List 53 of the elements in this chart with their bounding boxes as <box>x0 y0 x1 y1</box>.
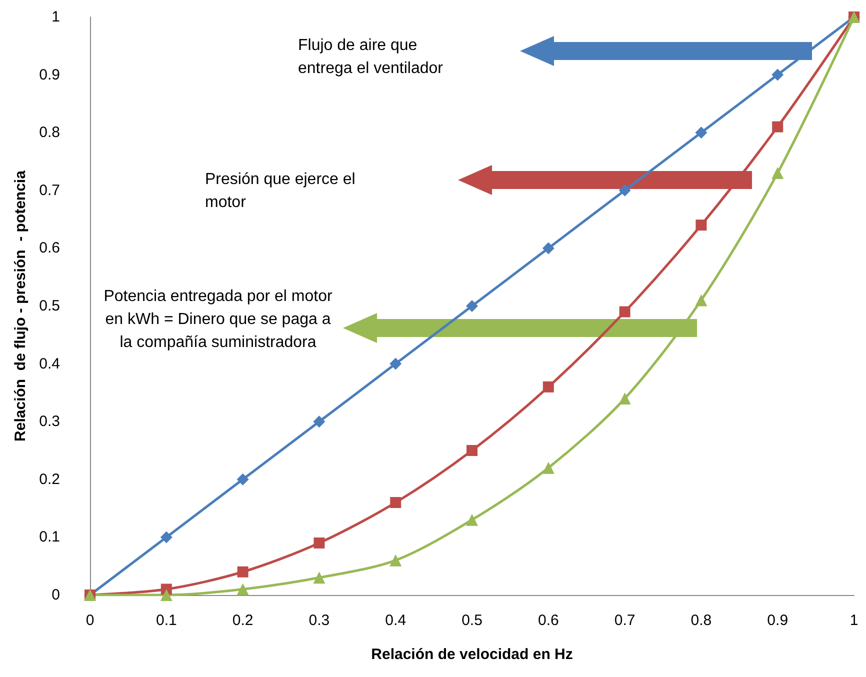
y-tick-label: 0.5 <box>39 298 60 314</box>
point <box>542 462 554 474</box>
x-tick-label: 1 <box>850 612 858 629</box>
y-tick-label: 0 <box>52 586 60 604</box>
point <box>313 572 326 584</box>
x-tick-label: 0.7 <box>614 612 636 629</box>
point <box>695 126 708 139</box>
y-tick-label: 0.8 <box>39 124 60 142</box>
point <box>390 358 402 370</box>
point <box>466 300 478 312</box>
y-tick-label: 0.3 <box>39 413 60 430</box>
point <box>236 473 249 486</box>
point <box>237 566 248 578</box>
annotation: Flujo de aire que entrega el ventilador <box>298 36 444 80</box>
point <box>466 445 478 456</box>
point <box>390 497 402 508</box>
y-axis-title: Relación de flujo - presión - potencia <box>12 170 29 442</box>
point <box>618 184 631 196</box>
x-tick-label: 0.4 <box>385 612 406 629</box>
y-tick-label: 0.6 <box>39 240 60 257</box>
point <box>390 554 402 566</box>
point <box>695 294 708 306</box>
point <box>618 392 631 404</box>
y-tick-label: 0.1 <box>39 528 60 546</box>
x-axis-title: Relación de velocidad en Hz <box>371 646 573 663</box>
point <box>619 306 630 318</box>
x-tick-label: 0.8 <box>690 612 712 629</box>
point <box>236 583 249 596</box>
annotation: Presión que ejerce el motor <box>205 170 356 214</box>
y-tick-label: 0.9 <box>39 66 60 84</box>
x-tick-label: 0.1 <box>156 612 177 629</box>
point <box>314 537 325 548</box>
annotation: Potencia entregada por el motor en kWh = Dinero que se paga a la compañía suministradora <box>102 287 334 354</box>
point <box>160 531 172 544</box>
point <box>466 514 478 526</box>
x-tick-label: 0.2 <box>232 612 254 629</box>
point <box>542 242 554 254</box>
point <box>696 220 707 231</box>
x-tick-label: 0.3 <box>308 612 330 629</box>
point <box>542 381 554 392</box>
point <box>772 167 784 180</box>
point <box>160 589 172 601</box>
x-tick-label: 0 <box>86 612 94 629</box>
y-tick-label: 1 <box>52 8 60 26</box>
point <box>772 68 784 81</box>
point <box>772 121 784 132</box>
x-tick-label: 0.6 <box>538 612 559 629</box>
x-tick-label: 0.9 <box>767 612 788 629</box>
y-tick-label: 0.2 <box>39 470 60 488</box>
y-tick-label: 0.7 <box>39 182 60 199</box>
point <box>313 416 326 428</box>
y-tick-label: 0.4 <box>39 355 60 372</box>
x-tick-label: 0.5 <box>462 612 482 629</box>
